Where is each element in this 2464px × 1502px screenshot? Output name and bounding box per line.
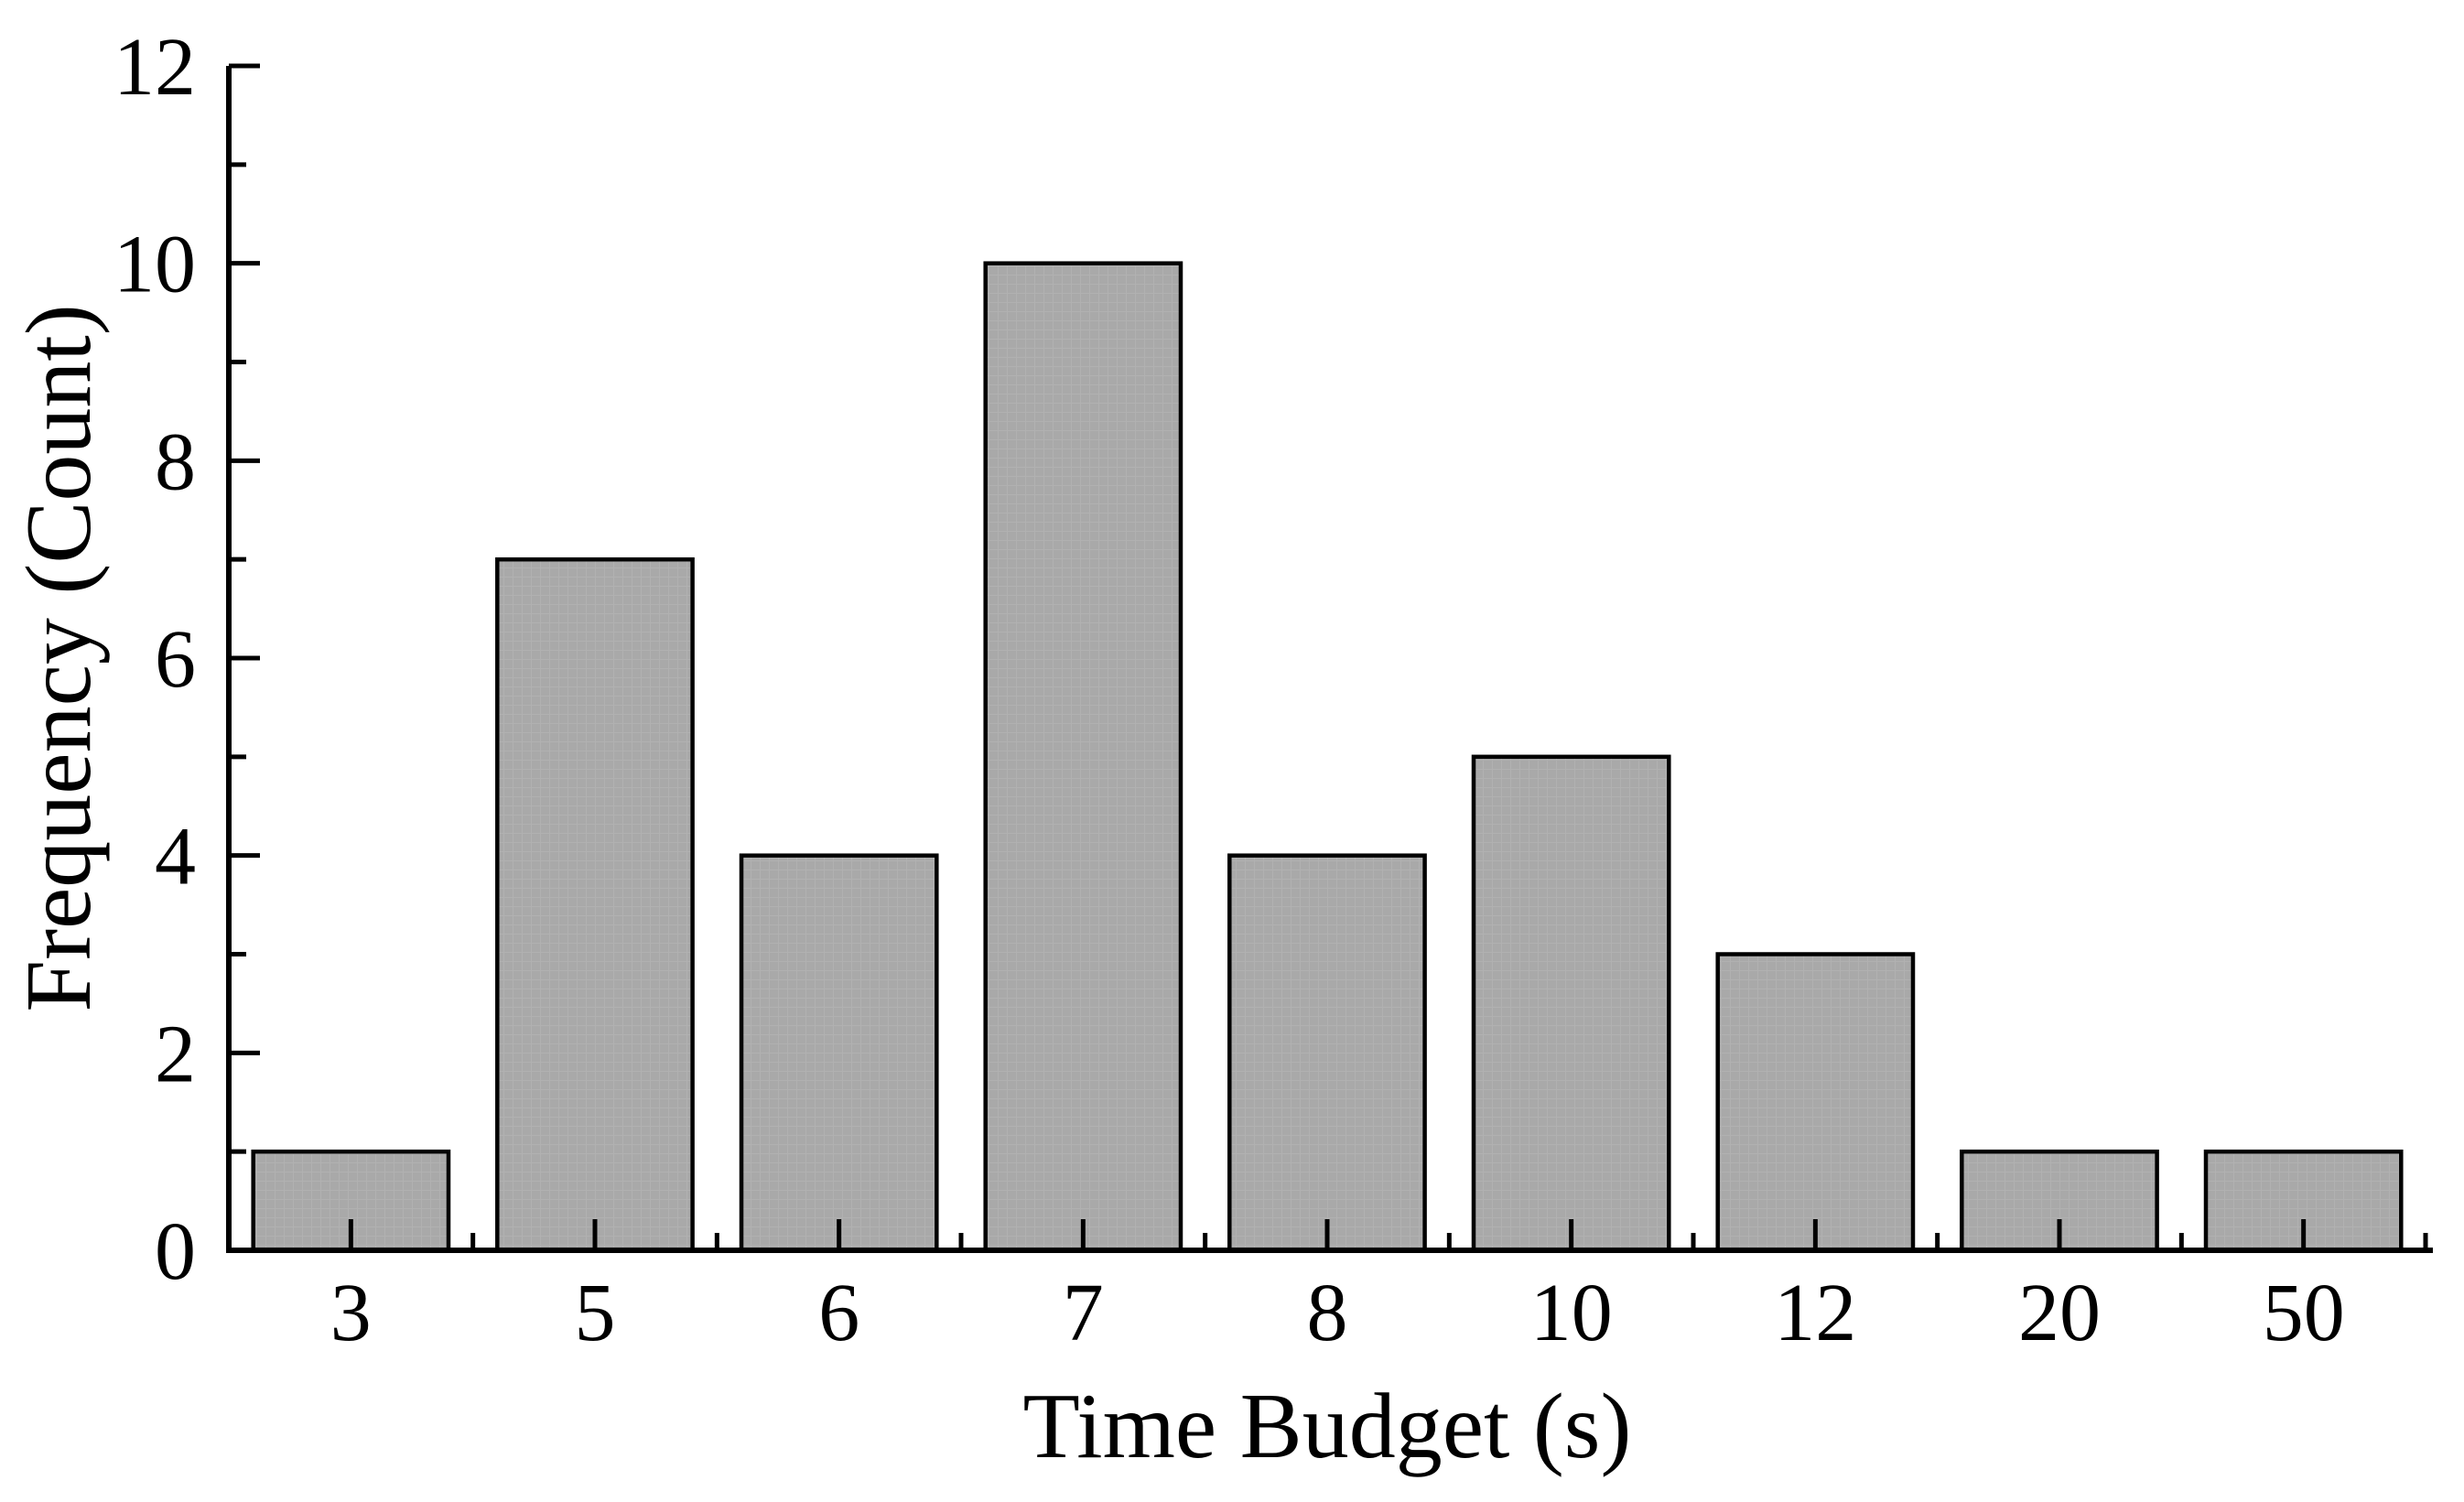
y-tick-label-0: 0 (155, 1206, 196, 1297)
y-tick-label-10: 10 (113, 220, 196, 310)
bar-7 (983, 261, 1183, 1253)
x-tick-label-3: 3 (330, 1268, 372, 1358)
x-axis-title: Time Budget (s) (1023, 1375, 1632, 1478)
y-tick-label-12: 12 (113, 22, 196, 113)
x-tick-label-10: 10 (1530, 1268, 1613, 1358)
y-tick-label-6: 6 (155, 614, 196, 705)
bar-6 (739, 853, 939, 1253)
y-tick-label-8: 8 (155, 416, 196, 507)
bar-8 (1227, 853, 1427, 1253)
bars-layer (251, 261, 2404, 1253)
x-tick-label-50: 50 (2263, 1268, 2345, 1358)
y-tick-label-2: 2 (155, 1009, 196, 1099)
ticks-layer (229, 63, 2428, 1250)
x-tick-label-20: 20 (2018, 1268, 2101, 1358)
y-tick-label-4: 4 (155, 812, 196, 902)
y-axis-title: Frequency (Count) (7, 304, 111, 1011)
x-tick-label-6: 6 (818, 1268, 859, 1358)
bar-5 (495, 556, 695, 1253)
x-tick-label-7: 7 (1063, 1268, 1104, 1358)
tick-labels-layer: 0 2 4 6 8 10 12 3 5 6 7 8 10 12 20 50 (113, 22, 2345, 1358)
x-tick-label-8: 8 (1307, 1268, 1348, 1358)
bar-10 (1471, 754, 1671, 1253)
x-tick-label-5: 5 (575, 1268, 616, 1358)
x-tick-label-12: 12 (1774, 1268, 1856, 1358)
bar-12 (1715, 952, 1916, 1253)
